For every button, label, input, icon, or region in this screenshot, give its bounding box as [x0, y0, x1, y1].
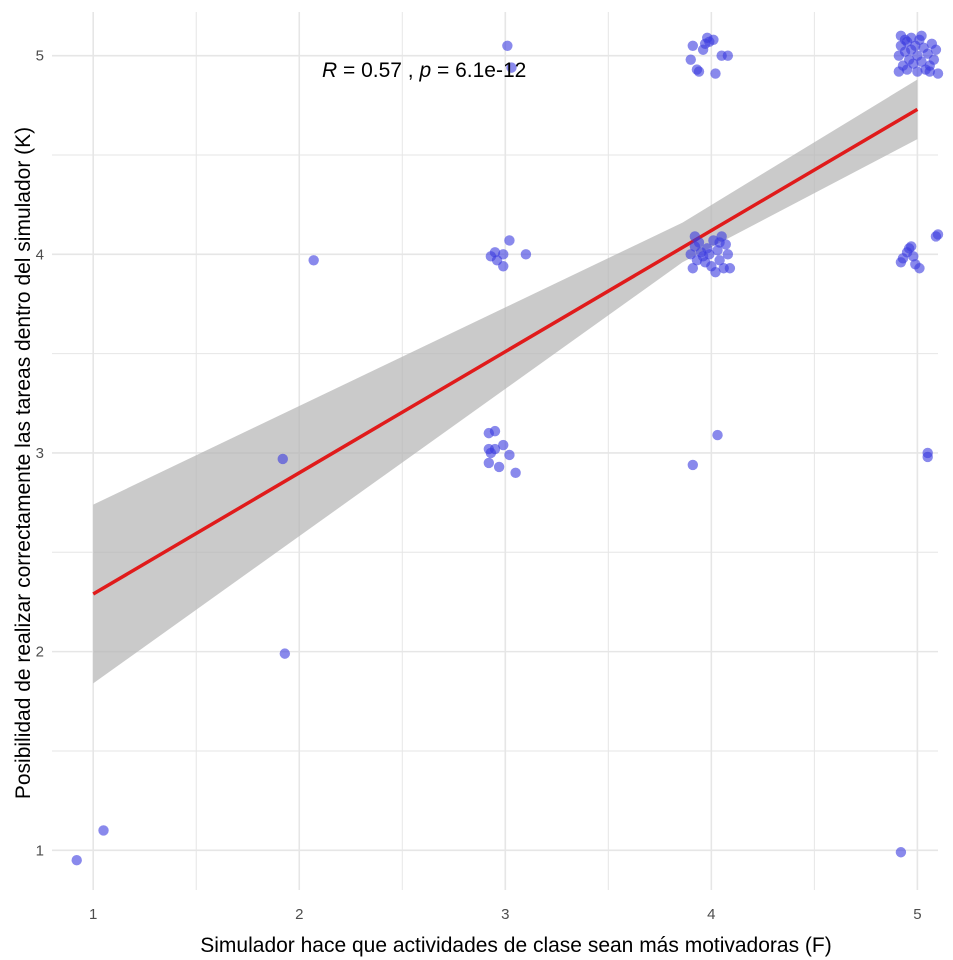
regression-line — [92, 107, 919, 596]
data-point — [504, 235, 515, 246]
data-point — [704, 249, 715, 260]
r-value: = 0.57 , — [337, 59, 419, 82]
data-point — [685, 54, 696, 65]
data-point — [520, 249, 532, 260]
data-point — [714, 237, 725, 248]
data-point — [708, 34, 719, 46]
data-point — [687, 40, 699, 51]
y-tick-label: 3 — [36, 445, 44, 462]
data-point — [493, 461, 505, 473]
x-tick-label: 4 — [707, 906, 715, 923]
data-point — [498, 261, 509, 272]
data-point — [689, 231, 701, 242]
y-tick-label: 4 — [36, 246, 44, 263]
x-tick-label: 2 — [295, 906, 303, 923]
y-tick-label: 2 — [36, 644, 44, 661]
r-symbol: R — [322, 59, 337, 82]
data-point — [693, 66, 705, 77]
data-point — [277, 453, 288, 465]
p-value: = 6.1e-12 — [431, 59, 526, 82]
x-tick-label: 5 — [913, 906, 921, 923]
data-point — [922, 451, 933, 463]
data-point — [489, 425, 501, 437]
y-tick-label: 1 — [36, 842, 44, 859]
y-axis-title: Posibilidad de realizar correctamente la… — [12, 127, 35, 799]
x-tick-label: 3 — [501, 906, 509, 923]
data-point — [71, 855, 82, 866]
data-point — [908, 251, 919, 262]
p-symbol: p — [418, 59, 431, 82]
y-tick-label: 5 — [36, 48, 44, 65]
data-point — [98, 825, 109, 836]
data-point — [710, 267, 721, 278]
data-point — [712, 245, 723, 256]
data-point — [928, 54, 940, 65]
data-point — [914, 263, 925, 274]
data-point — [510, 467, 521, 479]
data-point — [722, 50, 734, 61]
data-point — [714, 255, 725, 266]
data-point — [687, 263, 699, 274]
data-point — [722, 249, 734, 260]
data-point — [912, 66, 923, 77]
x-tick-label: 1 — [89, 906, 97, 923]
points-layer — [71, 30, 944, 866]
data-point — [502, 40, 513, 51]
data-point — [687, 459, 699, 471]
data-point — [724, 263, 736, 274]
data-point — [483, 457, 495, 469]
data-point — [498, 439, 509, 451]
data-point — [932, 229, 944, 240]
data-point — [489, 443, 501, 455]
data-point — [279, 648, 291, 659]
data-point — [506, 62, 517, 73]
data-point — [916, 56, 927, 67]
data-point — [908, 58, 919, 69]
data-point — [504, 449, 515, 461]
data-point — [930, 44, 942, 55]
data-point — [932, 68, 944, 79]
correlation-annotation: R = 0.57 , p = 6.1e-12 — [322, 59, 526, 82]
data-point — [498, 249, 509, 260]
data-point — [895, 847, 907, 858]
data-point — [906, 241, 917, 252]
data-point — [710, 68, 721, 79]
tick-labels: 1 2 3 4 5 1 2 3 4 5 — [36, 48, 922, 923]
data-point — [916, 30, 927, 42]
data-point — [924, 66, 935, 77]
data-point — [489, 247, 501, 258]
x-axis-title: Simulador hace que actividades de clase … — [200, 934, 831, 957]
data-point — [712, 429, 723, 441]
data-point — [308, 255, 319, 266]
data-point — [899, 34, 911, 46]
